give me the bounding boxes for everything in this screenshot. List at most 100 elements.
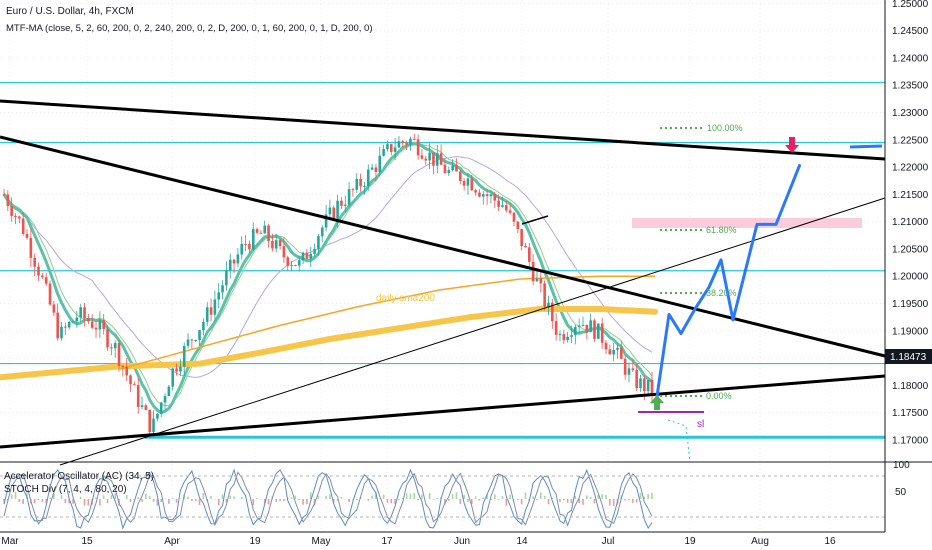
ac-bar xyxy=(33,499,36,504)
price-tick-label: 1.21500 xyxy=(892,190,929,201)
ac-bar xyxy=(574,495,577,499)
time-tick-label: Mar xyxy=(1,536,19,547)
ac-bar xyxy=(444,499,446,505)
candle-body xyxy=(631,368,635,371)
upper-trendline[interactable] xyxy=(0,99,886,161)
candle-body xyxy=(493,194,497,201)
candle-body xyxy=(309,253,313,259)
candle-body xyxy=(589,320,592,333)
candle-body xyxy=(290,264,293,266)
ac-bar xyxy=(198,499,201,505)
candle-body xyxy=(386,144,389,150)
candle-body xyxy=(489,194,493,197)
ac-bar xyxy=(129,499,132,502)
ac-bar xyxy=(79,496,82,499)
ac-bar xyxy=(497,499,500,500)
ac-bar xyxy=(478,499,481,501)
ac-bar xyxy=(501,496,504,499)
ac-bar xyxy=(187,496,189,499)
symbol-title[interactable]: Euro / U.S. Dollar, 4h, FXCM xyxy=(6,6,134,17)
lower-trendline[interactable] xyxy=(0,374,886,449)
candle-body xyxy=(83,307,86,319)
thin-trendline[interactable] xyxy=(59,197,886,466)
candle-body xyxy=(389,144,393,152)
ac-bar xyxy=(586,495,588,499)
ac-bar xyxy=(459,499,462,505)
ac-bar xyxy=(624,499,626,501)
indicator-legend[interactable]: MTF-MA (close, 5, 2, 60, 200, 0, 2, 240,… xyxy=(6,23,372,34)
ac-bar xyxy=(401,498,404,499)
ac-bar xyxy=(202,492,205,499)
ac-bar xyxy=(191,499,193,501)
candle-body xyxy=(71,321,75,323)
price-tick-label: 1.21000 xyxy=(892,217,929,228)
candle-body xyxy=(466,178,470,186)
price-tick-label: 1.19000 xyxy=(892,326,929,337)
candle-body xyxy=(14,215,17,217)
forecast-right-segment[interactable] xyxy=(849,144,883,149)
candle-body xyxy=(10,206,13,216)
fib-618-zone[interactable] xyxy=(632,218,862,228)
candle-body xyxy=(581,324,585,326)
candle-body xyxy=(401,141,405,144)
fib-markers xyxy=(660,127,703,397)
candle-body xyxy=(221,285,224,293)
forecast-path[interactable] xyxy=(655,163,802,397)
time-axis[interactable]: Mar 15 Apr 19 May 17 Jun 14 Jul 19 Aug 16 xyxy=(1,536,836,547)
candle-body xyxy=(301,252,305,261)
short-black-line[interactable] xyxy=(521,215,549,225)
candle-body xyxy=(294,264,297,266)
ac-bar xyxy=(405,493,408,499)
ac-bar xyxy=(83,499,86,506)
candle-body xyxy=(604,342,608,350)
ac-bar xyxy=(413,493,416,499)
candle-body xyxy=(577,325,581,328)
ac-bar xyxy=(367,499,370,501)
candle-body xyxy=(198,330,201,341)
candle-body xyxy=(286,257,290,266)
ac-bar xyxy=(229,495,232,499)
candle-body xyxy=(393,147,397,152)
candle-body xyxy=(179,366,182,372)
candle-body xyxy=(175,368,178,372)
ac-bar xyxy=(589,496,592,499)
ac-bar xyxy=(41,499,44,502)
candle-body xyxy=(627,368,631,375)
fib-100-label: 100.00% xyxy=(707,123,743,133)
ac-bar xyxy=(651,492,653,499)
trendlines[interactable] xyxy=(0,99,886,466)
stoch-legend[interactable]: STOCH Div (7, 4, 4, 80, 20) xyxy=(4,484,127,495)
candle-body xyxy=(485,194,489,197)
ac-bar xyxy=(582,499,584,505)
candle-body xyxy=(37,266,40,276)
ac-bar xyxy=(409,493,412,499)
time-tick-label: 19 xyxy=(249,536,261,547)
horizontal-levels[interactable] xyxy=(0,81,885,439)
candle-body xyxy=(205,307,209,322)
ac-bar xyxy=(37,499,40,501)
candle-body xyxy=(600,323,604,343)
ac-bar xyxy=(302,499,304,505)
ac-bar xyxy=(102,495,105,499)
descending-trendline[interactable] xyxy=(0,135,886,358)
ac-bar xyxy=(267,499,270,505)
candle-body xyxy=(217,292,221,300)
candle-body xyxy=(535,278,539,282)
candle-body xyxy=(420,155,424,159)
candle-body xyxy=(612,349,615,355)
candle-body xyxy=(374,167,378,172)
price-tick-label: 1.20000 xyxy=(892,272,929,283)
candle-body xyxy=(90,321,94,328)
candle-body xyxy=(106,329,109,348)
stoch-d-line xyxy=(3,471,653,527)
time-tick-label: 14 xyxy=(516,536,528,547)
ac-bar xyxy=(64,499,67,504)
ac-legend[interactable]: Accelerator Oscillator (AC) (34, 5) xyxy=(4,471,154,482)
candle-body xyxy=(382,149,385,156)
oscillator-pane xyxy=(0,468,885,530)
ac-bar xyxy=(95,497,97,499)
price-scale[interactable]: 1.25000 1.24500 1.24000 1.23500 1.23000 1.225… xyxy=(892,0,929,447)
ac-bar xyxy=(378,498,381,499)
candle-body xyxy=(313,248,316,254)
